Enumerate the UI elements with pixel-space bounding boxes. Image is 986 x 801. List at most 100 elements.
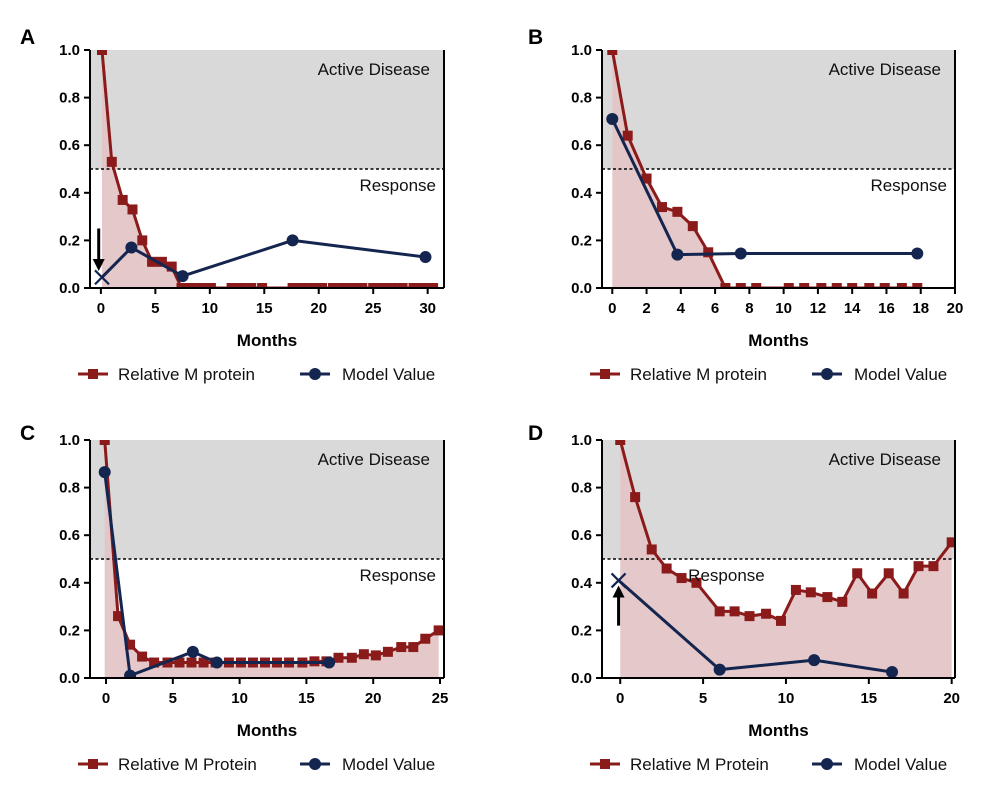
m-protein-point (117, 194, 128, 205)
active-disease-label: Active Disease (318, 450, 430, 469)
m-protein-point (387, 283, 398, 288)
m-protein-point (186, 657, 197, 668)
y-tick-label: 0.8 (571, 90, 592, 107)
x-stroke (94, 269, 110, 286)
m-protein-point (333, 652, 344, 663)
m-protein-point (246, 283, 257, 288)
x-axis-label: Months (748, 331, 808, 350)
m-protein-point (186, 283, 197, 288)
m-protein-point (837, 596, 848, 607)
model-value-point (886, 666, 899, 678)
m-protein-point (714, 606, 725, 617)
m-protein-point (864, 283, 875, 288)
y-tick-label: 1.0 (59, 42, 80, 59)
legend: Relative M Protein Model Value (590, 755, 947, 774)
x-tick-label: 5 (151, 300, 159, 317)
panel-a: A Active Disease Response 0.0 0.2 0.4 0.6 0.8 1.… (20, 26, 445, 384)
m-protein-point (672, 206, 683, 217)
m-protein-point (127, 204, 138, 215)
legend: Relative M protein Model Value (78, 365, 435, 384)
x-stroke (610, 572, 627, 589)
m-protein-point (735, 283, 746, 288)
legend-model-marker (309, 368, 321, 380)
model-value-point (124, 669, 137, 678)
m-protein-point (382, 646, 393, 657)
m-protein-point (775, 615, 786, 626)
x-tick-label: 20 (365, 690, 382, 707)
x-tick-label: 16 (878, 300, 895, 317)
y-tick-label: 0.0 (59, 280, 80, 297)
m-protein-point (896, 283, 907, 288)
m-protein-point (297, 283, 308, 288)
model-value-point (176, 270, 189, 283)
y-tick-label: 0.2 (571, 232, 592, 249)
m-protein-point (822, 592, 833, 603)
m-protein-point (174, 657, 185, 668)
m-protein-point (420, 633, 431, 644)
m-protein-point (418, 283, 429, 288)
series-model-value (713, 654, 899, 678)
m-protein-point (720, 283, 731, 288)
m-protein-point (368, 283, 379, 288)
m-protein-point (236, 283, 247, 288)
m-protein-point (307, 283, 318, 288)
m-protein-point (928, 561, 939, 572)
panel-d: D Active Disease Response 0.0 0.2 0.4 0.6 0.8 1.… (528, 422, 960, 774)
x-tick-label: 20 (943, 690, 960, 707)
m-protein-area (101, 50, 434, 288)
x-tick-label: 2 (642, 300, 650, 317)
legend-m-protein-marker (88, 759, 98, 769)
m-protein-point (370, 650, 381, 661)
legend-model-marker (309, 758, 321, 770)
x-tick-label: 4 (677, 300, 686, 317)
m-protein-point (879, 283, 890, 288)
m-protein-point (847, 283, 858, 288)
m-protein-point (166, 261, 177, 272)
m-protein-point (408, 283, 419, 288)
legend-m-protein-marker (600, 369, 610, 379)
arrow-head (92, 258, 105, 271)
plot-area (602, 50, 955, 288)
x-tick-label: 10 (231, 690, 248, 707)
m-protein-point (661, 563, 672, 574)
x-tick-label: 30 (419, 300, 436, 317)
m-protein-point (783, 283, 794, 288)
x-tick-label: 14 (844, 300, 861, 317)
x-tick-label: 5 (699, 690, 707, 707)
y-tick-label: 0.0 (571, 670, 592, 687)
x-tick-label: 18 (912, 300, 929, 317)
y-tick-label: 0.6 (59, 527, 80, 544)
model-value-point (606, 113, 619, 126)
x-tick-label: 15 (298, 690, 315, 707)
arrow-down-icon (92, 228, 105, 271)
active-disease-label: Active Disease (829, 450, 941, 469)
m-protein-point (687, 221, 698, 232)
m-protein-point (852, 568, 863, 579)
model-value-point (210, 656, 223, 669)
y-tick-label: 0.8 (571, 480, 592, 497)
m-protein-point (149, 657, 160, 668)
legend-model-label: Model Value (342, 755, 435, 774)
arrow-head (612, 585, 625, 598)
m-protein-point (346, 652, 357, 663)
y-tick-label: 0.2 (59, 232, 80, 249)
plot-area (90, 440, 444, 678)
plot-area (602, 440, 955, 678)
x-tick-label: 0 (102, 690, 110, 707)
x-tick-label: 10 (775, 300, 792, 317)
m-protein-point (729, 606, 740, 617)
model-value-point (911, 247, 924, 260)
series-model-value (98, 466, 336, 678)
m-protein-point (816, 283, 827, 288)
m-protein-point (607, 50, 618, 55)
x-tick-label: 20 (947, 300, 964, 317)
legend-m-protein-label: Relative M Protein (118, 755, 257, 774)
x-tick-label: 15 (860, 690, 877, 707)
legend-model-marker (821, 758, 833, 770)
m-protein-point (408, 642, 419, 653)
m-protein-point (790, 584, 801, 595)
m-protein-point (176, 283, 187, 288)
y-tick-label: 0.2 (571, 622, 592, 639)
